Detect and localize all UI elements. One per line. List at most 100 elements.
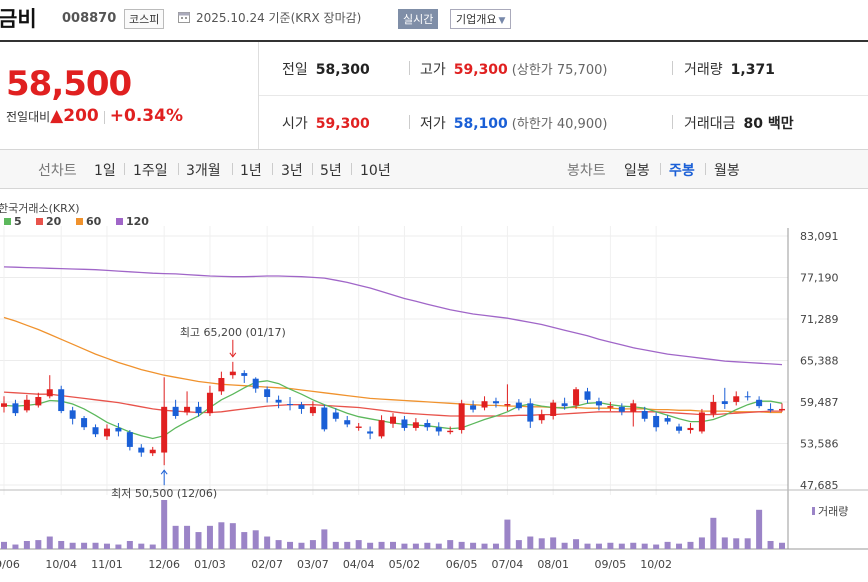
- candle-body: [447, 430, 454, 433]
- volume-label: 거래량: [684, 62, 723, 78]
- candle-weekly[interactable]: 주봉: [669, 163, 695, 179]
- quote-panel: 58,500 전일대비▲200 +0.34% 전일 58,300 고가 59,300(…: [0, 42, 868, 150]
- volume-bar: [515, 540, 522, 549]
- line-chart-label: 선차트: [38, 163, 77, 179]
- candle-body: [69, 410, 76, 419]
- volume-bar: [321, 529, 328, 549]
- upper-limit: (상한가 75,700): [511, 63, 608, 78]
- volume-bar: [676, 543, 683, 549]
- period-1w[interactable]: 1주일: [133, 163, 168, 179]
- candle-body: [12, 403, 19, 414]
- period-3m[interactable]: 3개월: [186, 163, 221, 179]
- candle-body: [641, 411, 648, 419]
- candle-body: [630, 403, 637, 412]
- volume-bar: [630, 542, 637, 549]
- volume-bar: [344, 541, 351, 549]
- period-5y[interactable]: 5년: [320, 163, 342, 179]
- divider: [312, 163, 313, 175]
- volume-bar: [618, 543, 625, 549]
- candle-body: [161, 406, 168, 453]
- volume-bar: [744, 538, 751, 549]
- prev-close-label: 전일: [282, 62, 308, 78]
- candle-monthly[interactable]: 월봉: [714, 163, 740, 179]
- divider: [232, 163, 233, 175]
- candle-body: [470, 405, 477, 410]
- candle-body: [435, 427, 442, 432]
- candle-body: [767, 408, 774, 411]
- candle-body: [321, 407, 328, 430]
- period-1d[interactable]: 1일: [94, 163, 116, 179]
- period-selector: 선차트 1일 1주일 3개월 1년 3년 5년 10년 봉차트 일봉 주봉 월봉: [0, 150, 868, 189]
- volume-bar: [573, 539, 580, 549]
- ma-20-line: [3, 391, 782, 417]
- volume-bar: [275, 540, 282, 549]
- volume-bar: [92, 542, 99, 549]
- volume-bar: [504, 519, 511, 549]
- stock-name: 금비: [0, 7, 37, 31]
- candle-body: [195, 406, 202, 414]
- period-1y[interactable]: 1년: [240, 163, 262, 179]
- volume-bar: [218, 522, 225, 549]
- volume-bar: [492, 543, 499, 549]
- candle-body: [607, 406, 614, 408]
- current-price: 58,500: [6, 64, 132, 104]
- current-price-box: 58,500 전일대비▲200 +0.34%: [0, 42, 259, 149]
- volume-bar: [138, 543, 145, 549]
- volume-bar: [309, 540, 316, 549]
- change-divider: [103, 111, 105, 124]
- high-annotation: 최고 65,200 (01/17): [180, 326, 286, 339]
- candle-body: [172, 406, 179, 416]
- candle-body: [584, 391, 591, 400]
- x-tick-label: 05/02: [389, 558, 421, 571]
- candle-body: [527, 403, 534, 422]
- candle-body: [218, 377, 225, 392]
- company-overview-dropdown[interactable]: 기업개요 ▼: [450, 9, 512, 29]
- x-tick-label: 10/02: [640, 558, 672, 571]
- down-arrow-icon: [229, 352, 237, 358]
- candle-daily[interactable]: 일봉: [624, 163, 650, 179]
- period-10y[interactable]: 10년: [360, 163, 391, 179]
- candle-body: [344, 420, 351, 425]
- volume-bar: [298, 542, 305, 549]
- divider: [705, 163, 706, 175]
- period-3y[interactable]: 3년: [281, 163, 303, 179]
- volume-bar: [241, 532, 248, 549]
- candle-body: [698, 412, 705, 432]
- x-tick-label: 08/01: [537, 558, 569, 571]
- low-value: 58,100: [453, 116, 508, 132]
- realtime-button[interactable]: 실시간: [398, 9, 439, 29]
- volume-bar: [81, 542, 88, 549]
- volume-label: 거래량: [818, 505, 848, 518]
- candle-body: [103, 428, 110, 437]
- volume-bar: [229, 523, 236, 549]
- candle-body: [756, 399, 763, 407]
- legend-swatch: [36, 218, 43, 225]
- volume-bar: [447, 540, 454, 549]
- lower-limit: (하한가 40,900): [511, 117, 608, 132]
- low-price: 저가 58,100 (하한가 40,900): [420, 113, 607, 133]
- volume-bar: [172, 525, 179, 549]
- candle-body: [229, 371, 236, 376]
- divider: [660, 163, 661, 175]
- high-value: 59,300: [453, 62, 508, 78]
- volume-bar: [687, 541, 694, 549]
- volume-bar: [367, 542, 374, 549]
- candle-body: [81, 418, 88, 428]
- candle-body: [206, 392, 213, 414]
- stock-chart[interactable]: 한국거래소(KRX)5 20 60 120 83,091 77,190 71,289 65,3…: [0, 188, 868, 582]
- divider: [409, 115, 410, 129]
- divider: [178, 163, 179, 175]
- candle-body: [264, 389, 271, 397]
- volume-bar: [733, 538, 740, 549]
- stock-code: 008870: [62, 11, 117, 26]
- candle-body: [378, 420, 385, 437]
- low-label: 저가: [420, 116, 446, 132]
- high-price: 고가 59,300 (상한가 75,700): [420, 59, 607, 79]
- volume-bar: [756, 509, 763, 549]
- candle-body: [573, 389, 580, 406]
- candle-body: [46, 389, 53, 397]
- candle-body: [390, 416, 396, 424]
- divider: [272, 163, 273, 175]
- volume-bar: [46, 536, 53, 549]
- company-overview-label: 기업개요: [456, 13, 497, 26]
